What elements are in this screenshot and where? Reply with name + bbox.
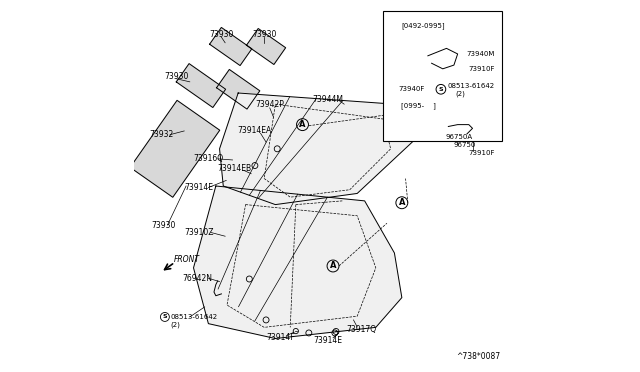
Text: 73910F: 73910F xyxy=(468,150,495,156)
Polygon shape xyxy=(130,100,220,197)
Text: (2): (2) xyxy=(456,90,466,97)
Text: [0492-0995]: [0492-0995] xyxy=(401,22,445,29)
Text: 73910Z: 73910Z xyxy=(184,228,214,237)
Text: A: A xyxy=(389,20,396,29)
Text: 73914EB: 73914EB xyxy=(218,164,252,173)
Text: 73914E: 73914E xyxy=(313,336,342,345)
Text: 96750: 96750 xyxy=(453,142,476,148)
Text: FRONT: FRONT xyxy=(174,255,200,264)
Text: [0995-    ]: [0995- ] xyxy=(401,103,436,109)
Text: 73932: 73932 xyxy=(150,130,174,139)
Text: S: S xyxy=(163,314,167,320)
Polygon shape xyxy=(246,29,285,64)
Text: A: A xyxy=(389,102,396,110)
Text: 73914EA: 73914EA xyxy=(238,126,272,135)
Text: 73942P: 73942P xyxy=(255,100,284,109)
Text: 73914F: 73914F xyxy=(266,333,294,342)
Text: 73914E: 73914E xyxy=(184,183,214,192)
Text: S: S xyxy=(438,87,444,92)
Text: 73910F: 73910F xyxy=(468,66,495,72)
Text: (2): (2) xyxy=(170,321,180,328)
Polygon shape xyxy=(216,70,260,109)
Text: 08513-61642: 08513-61642 xyxy=(170,314,217,320)
Text: 73916Q: 73916Q xyxy=(193,154,223,163)
Text: 73930: 73930 xyxy=(164,72,189,81)
Polygon shape xyxy=(193,186,402,339)
Text: 73940F: 73940F xyxy=(398,86,424,92)
Text: 73944M: 73944M xyxy=(312,95,343,104)
Text: A: A xyxy=(300,120,306,129)
Text: 96750A: 96750A xyxy=(445,134,473,140)
Text: 73930: 73930 xyxy=(209,30,234,39)
Text: 73917Q: 73917Q xyxy=(346,325,376,334)
Text: 76942N: 76942N xyxy=(182,274,212,283)
Bar xyxy=(383,11,502,141)
Text: ^738*0087: ^738*0087 xyxy=(456,352,500,361)
Text: 73930: 73930 xyxy=(252,30,276,39)
Text: 08513-61642: 08513-61642 xyxy=(447,83,495,89)
Polygon shape xyxy=(220,93,413,205)
Polygon shape xyxy=(210,28,252,65)
Text: 73940M: 73940M xyxy=(467,51,495,57)
Text: A: A xyxy=(330,262,336,270)
Polygon shape xyxy=(176,64,226,108)
Text: A: A xyxy=(399,198,405,207)
Text: 73930: 73930 xyxy=(151,221,175,230)
